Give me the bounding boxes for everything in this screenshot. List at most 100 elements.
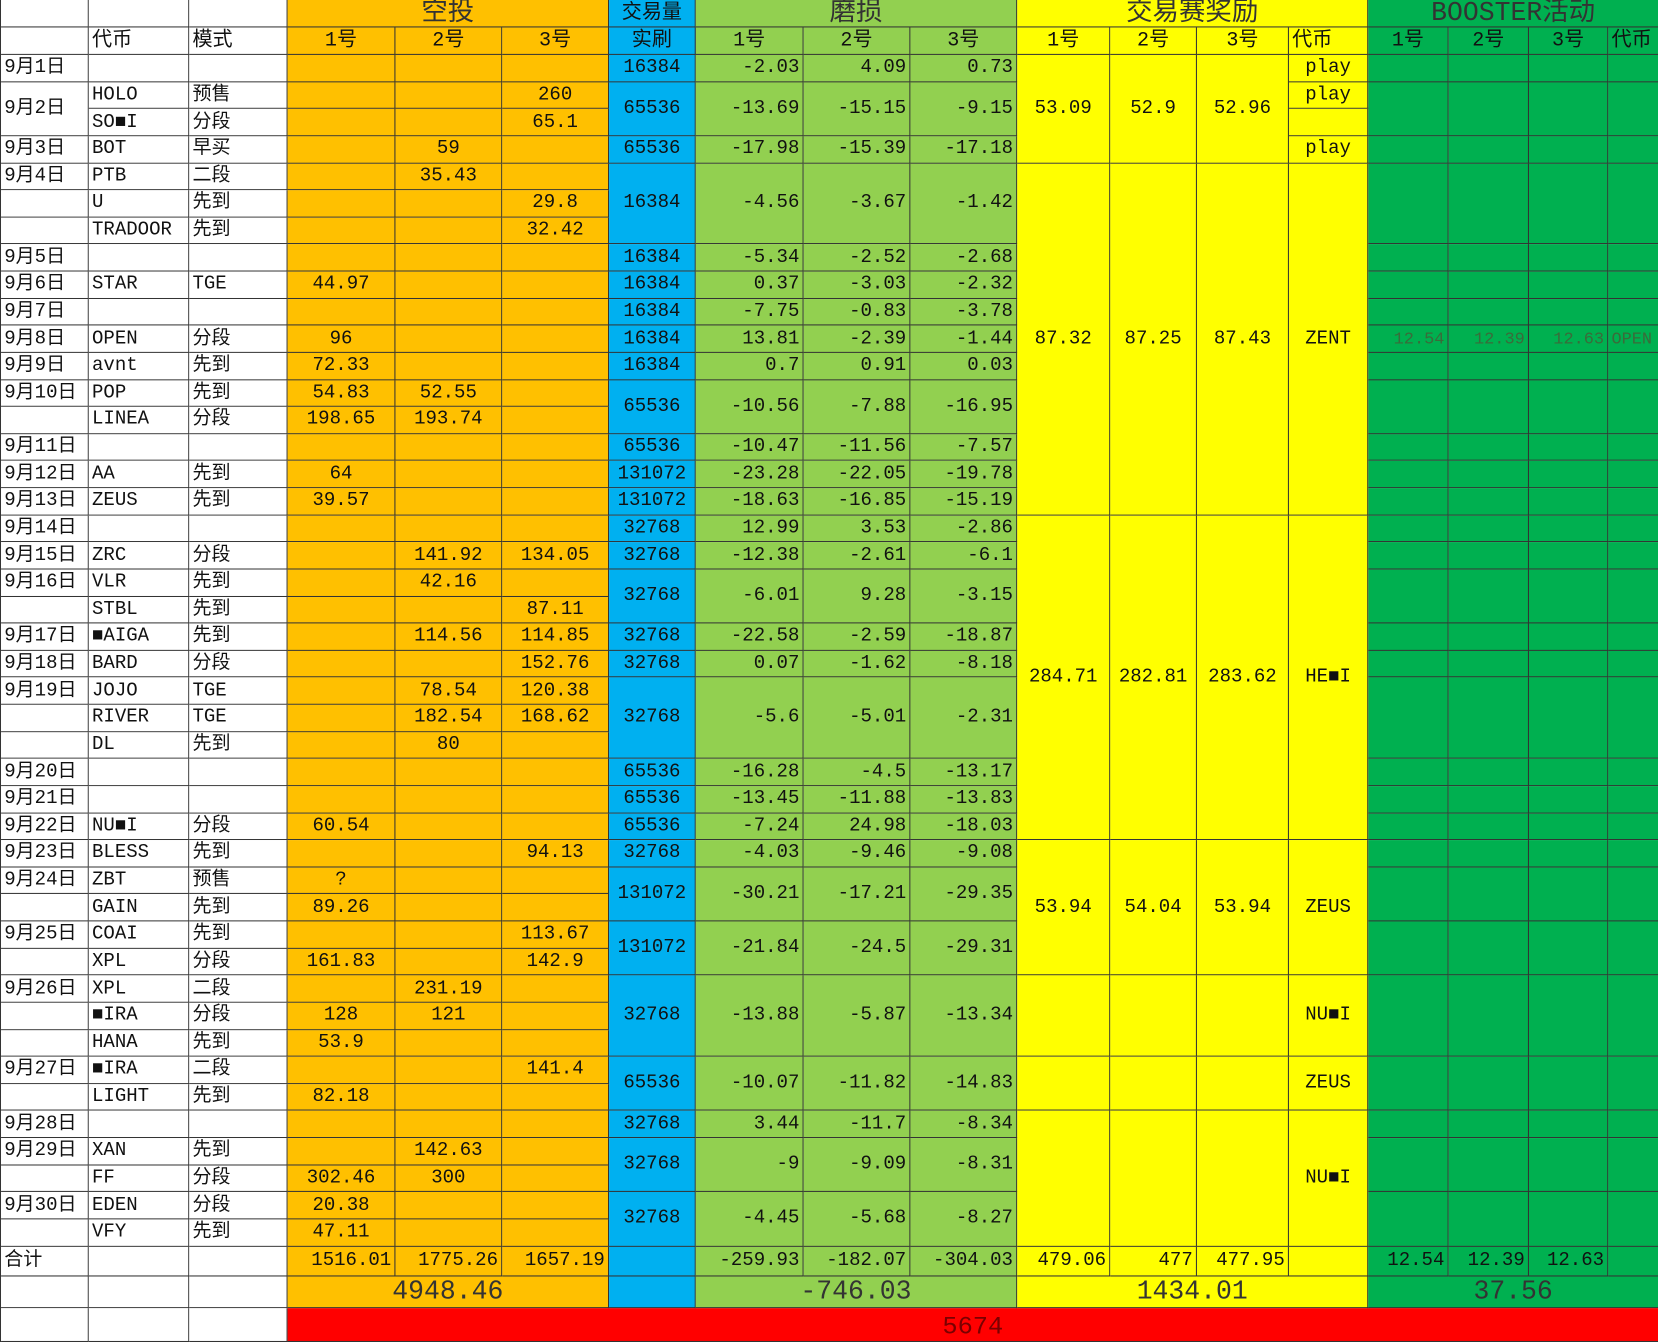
airdrop-cell-1[interactable]: 82.18: [287, 1083, 396, 1111]
booster-cell-2[interactable]: [1448, 758, 1530, 787]
airdrop-cell-2[interactable]: [395, 217, 503, 245]
airdrop-cell-1[interactable]: [287, 596, 396, 624]
competition-reward-1[interactable]: [1017, 1110, 1111, 1247]
airdrop-cell-1[interactable]: 54.83: [287, 379, 396, 407]
blank[interactable]: [88, 1246, 190, 1276]
mode-cell[interactable]: 先到: [189, 894, 288, 922]
airdrop-cell-3[interactable]: 32.42: [502, 217, 610, 245]
booster-cell-2[interactable]: [1448, 82, 1530, 137]
booster-cell-token[interactable]: [1608, 515, 1658, 543]
loss-cell-2[interactable]: -16.85: [803, 488, 911, 516]
loss-cell-3[interactable]: -18.87: [910, 623, 1018, 651]
date-cell[interactable]: 9月23日: [1, 840, 89, 868]
airdrop-cell-2[interactable]: 114.56: [395, 623, 503, 651]
token-cell[interactable]: U: [88, 190, 190, 218]
airdrop-cell-3[interactable]: [502, 1029, 610, 1057]
airdrop-cell-3[interactable]: [502, 569, 610, 597]
loss-cell-2[interactable]: -15.15: [803, 82, 911, 137]
date-cell[interactable]: 9月10日: [1, 379, 89, 407]
volume-cell[interactable]: 32768: [609, 569, 696, 624]
competition-reward-3[interactable]: 87.43: [1196, 163, 1289, 516]
date-cell[interactable]: 9月15日: [1, 542, 89, 570]
date-cell[interactable]: 9月27日: [1, 1056, 89, 1084]
airdrop-cell-1[interactable]: 44.97: [287, 271, 396, 299]
booster-cell-3[interactable]: [1529, 921, 1609, 976]
blank[interactable]: [88, 1307, 190, 1342]
booster-cell-1[interactable]: [1368, 975, 1449, 1057]
airdrop-cell-2[interactable]: 231.19: [395, 975, 503, 1003]
token-cell[interactable]: [88, 244, 190, 272]
airdrop-cell-1[interactable]: [287, 704, 396, 732]
airdrop-cell-1[interactable]: [287, 731, 396, 759]
booster-cell-3[interactable]: [1529, 677, 1609, 759]
loss-cell-3[interactable]: -8.18: [910, 650, 1018, 678]
token-cell[interactable]: LINEA: [88, 406, 190, 435]
token-cell[interactable]: XPL: [88, 948, 190, 976]
volume-cell[interactable]: 16384: [609, 244, 696, 272]
volume-cell[interactable]: 65536: [609, 813, 696, 841]
loss-cell-2[interactable]: -11.82: [803, 1056, 911, 1111]
airdrop-cell-2[interactable]: 78.54: [395, 677, 503, 705]
loss-cell-2[interactable]: -7.88: [803, 379, 911, 435]
airdrop-cell-1[interactable]: 161.83: [287, 948, 396, 976]
loss-cell-1[interactable]: -5.6: [695, 677, 804, 759]
loss-cell-2[interactable]: -17.21: [803, 867, 911, 922]
airdrop-cell-1[interactable]: [287, 650, 396, 678]
competition-token[interactable]: NU■I: [1288, 975, 1369, 1057]
airdrop-cell-3[interactable]: 114.85: [502, 623, 610, 651]
airdrop-cell-3[interactable]: [502, 1165, 610, 1193]
volume-cell[interactable]: 16384: [609, 325, 696, 353]
loss-cell-1[interactable]: -16.28: [695, 758, 804, 787]
airdrop-cell-1[interactable]: [287, 244, 396, 272]
total-competition-1[interactable]: 479.06: [1017, 1246, 1111, 1276]
loss-cell-3[interactable]: -8.31: [910, 1138, 1018, 1193]
volume-cell[interactable]: 65536: [609, 434, 696, 462]
date-cell[interactable]: [1, 406, 89, 435]
airdrop-cell-2[interactable]: [395, 921, 503, 949]
total-booster-2[interactable]: 12.39: [1448, 1246, 1530, 1276]
booster-cell-2[interactable]: [1448, 54, 1530, 83]
booster-cell-2[interactable]: [1448, 1056, 1530, 1111]
airdrop-cell-3[interactable]: 134.05: [502, 542, 610, 570]
date-cell[interactable]: 9月8日: [1, 325, 89, 353]
booster-cell-2[interactable]: 12.39: [1448, 325, 1530, 353]
booster-cell-token[interactable]: [1608, 352, 1658, 380]
airdrop-cell-1[interactable]: [287, 921, 396, 949]
volume-cell[interactable]: 65536: [609, 136, 696, 164]
booster-cell-3[interactable]: [1529, 758, 1609, 787]
booster-cell-3[interactable]: [1529, 352, 1609, 380]
booster-cell-3[interactable]: [1529, 569, 1609, 624]
airdrop-cell-1[interactable]: [287, 1110, 396, 1139]
airdrop-cell-2[interactable]: [395, 54, 503, 83]
competition-sum[interactable]: 1434.01: [1017, 1275, 1369, 1308]
loss-cell-1[interactable]: -18.63: [695, 488, 804, 516]
airdrop-cell-3[interactable]: [502, 1110, 610, 1139]
booster-cell-2[interactable]: [1448, 163, 1530, 245]
booster-cell-2[interactable]: [1448, 515, 1530, 543]
airdrop-cell-1[interactable]: [287, 136, 396, 164]
volume-cell[interactable]: 32768: [609, 542, 696, 570]
airdrop-cell-2[interactable]: 121: [395, 1002, 503, 1030]
loss-cell-3[interactable]: -18.03: [910, 813, 1018, 841]
mode-cell[interactable]: 先到: [189, 596, 288, 624]
volume-cell[interactable]: 32768: [609, 650, 696, 678]
token-cell[interactable]: HOLO: [88, 82, 190, 110]
loss-cell-1[interactable]: -4.45: [695, 1192, 804, 1247]
token-cell[interactable]: ■IRA: [88, 1002, 190, 1030]
volume-cell[interactable]: 65536: [609, 82, 696, 137]
token-cell[interactable]: PTB: [88, 163, 190, 191]
booster-cell-3[interactable]: [1529, 298, 1609, 326]
loss-cell-3[interactable]: -8.27: [910, 1192, 1018, 1247]
loss-cell-1[interactable]: -21.84: [695, 921, 804, 976]
loss-cell-2[interactable]: 3.53: [803, 515, 911, 543]
booster-cell-3[interactable]: [1529, 840, 1609, 868]
mode-cell[interactable]: 分段: [189, 650, 288, 678]
booster-cell-1[interactable]: [1368, 271, 1449, 299]
airdrop-cell-1[interactable]: 60.54: [287, 813, 396, 841]
competition-reward-3[interactable]: [1196, 975, 1289, 1057]
competition-reward-3[interactable]: 53.94: [1196, 840, 1289, 976]
airdrop-cell-1[interactable]: [287, 190, 396, 218]
booster-cell-token[interactable]: [1608, 921, 1658, 976]
airdrop-cell-2[interactable]: [395, 1110, 503, 1139]
booster-cell-1[interactable]: [1368, 434, 1449, 462]
